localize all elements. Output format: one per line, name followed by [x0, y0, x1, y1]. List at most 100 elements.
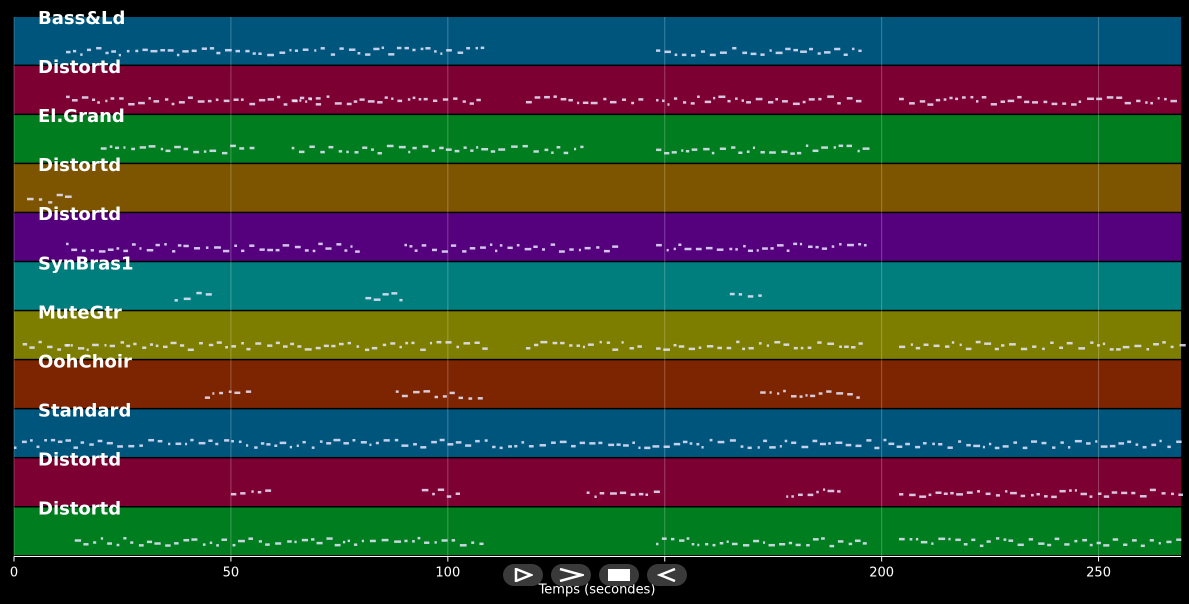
- note: [556, 146, 561, 149]
- note: [446, 49, 452, 52]
- note: [682, 101, 687, 104]
- track-band[interactable]: [14, 458, 1181, 506]
- note: [431, 440, 437, 444]
- note: [480, 246, 486, 249]
- note: [663, 445, 670, 448]
- rewind-button[interactable]: [647, 564, 687, 586]
- note: [44, 439, 48, 442]
- note: [225, 346, 228, 349]
- note: [855, 99, 862, 103]
- note: [207, 99, 212, 103]
- note: [245, 444, 249, 447]
- track-label: Standard: [38, 400, 131, 421]
- note: [818, 97, 822, 101]
- note: [434, 50, 437, 53]
- note: [235, 49, 240, 53]
- note: [197, 100, 205, 103]
- note: [1136, 99, 1141, 103]
- track-band[interactable]: [14, 17, 1181, 65]
- note: [834, 47, 841, 51]
- note: [417, 536, 421, 540]
- note: [553, 95, 557, 98]
- note: [656, 542, 659, 546]
- note: [791, 495, 794, 498]
- play-button[interactable]: [503, 564, 543, 586]
- note: [455, 492, 460, 495]
- note: [439, 438, 445, 442]
- note: [933, 344, 940, 348]
- note: [74, 539, 82, 542]
- note: [325, 247, 332, 250]
- note: [612, 348, 619, 351]
- note: [857, 149, 860, 153]
- note: [309, 97, 313, 101]
- note: [793, 346, 798, 350]
- note: [965, 347, 972, 351]
- note: [829, 544, 835, 548]
- note: [326, 442, 332, 445]
- note: [334, 102, 342, 105]
- note: [534, 96, 541, 99]
- note: [1064, 543, 1070, 546]
- note: [1178, 493, 1183, 497]
- note: [928, 493, 932, 497]
- track-band[interactable]: [14, 507, 1181, 556]
- track-band[interactable]: [14, 115, 1181, 163]
- note: [57, 348, 62, 351]
- note: [456, 345, 460, 349]
- note: [560, 341, 565, 345]
- note: [1003, 538, 1007, 541]
- fast-forward-button[interactable]: [551, 564, 591, 586]
- note: [544, 95, 550, 99]
- track-band[interactable]: [14, 311, 1181, 359]
- note: [360, 441, 367, 444]
- note: [302, 440, 306, 444]
- note: [38, 198, 43, 201]
- note: [194, 247, 201, 250]
- track-band[interactable]: [14, 262, 1181, 310]
- stop-button[interactable]: [599, 564, 639, 586]
- track-band[interactable]: [14, 409, 1181, 457]
- note: [383, 439, 390, 442]
- track-band[interactable]: [14, 66, 1181, 114]
- note: [356, 345, 360, 348]
- note: [1166, 540, 1172, 544]
- note: [1074, 489, 1077, 492]
- note: [768, 543, 775, 547]
- note: [729, 247, 733, 251]
- note: [163, 345, 168, 349]
- note: [809, 47, 813, 51]
- note: [302, 48, 309, 51]
- note: [579, 441, 586, 445]
- note: [833, 146, 836, 149]
- note: [201, 47, 207, 50]
- track-band[interactable]: [14, 213, 1181, 261]
- note: [291, 99, 297, 102]
- note: [795, 543, 801, 547]
- note: [126, 49, 130, 53]
- note: [146, 248, 154, 252]
- note: [14, 446, 17, 449]
- note: [279, 441, 287, 445]
- note: [915, 346, 921, 350]
- note: [412, 540, 415, 543]
- note: [823, 488, 826, 491]
- note: [688, 347, 696, 351]
- note: [373, 47, 380, 51]
- note: [1051, 102, 1058, 106]
- note: [826, 390, 832, 393]
- note: [1122, 345, 1130, 349]
- note: [609, 100, 617, 104]
- track-band[interactable]: [14, 164, 1181, 212]
- track-band[interactable]: [14, 360, 1181, 408]
- note: [224, 439, 230, 442]
- note: [407, 98, 411, 101]
- note: [970, 95, 974, 99]
- note: [420, 47, 424, 51]
- note: [742, 51, 748, 55]
- note: [1097, 492, 1102, 495]
- note: [123, 537, 127, 540]
- note: [81, 249, 86, 253]
- note: [476, 146, 479, 149]
- note: [922, 442, 927, 445]
